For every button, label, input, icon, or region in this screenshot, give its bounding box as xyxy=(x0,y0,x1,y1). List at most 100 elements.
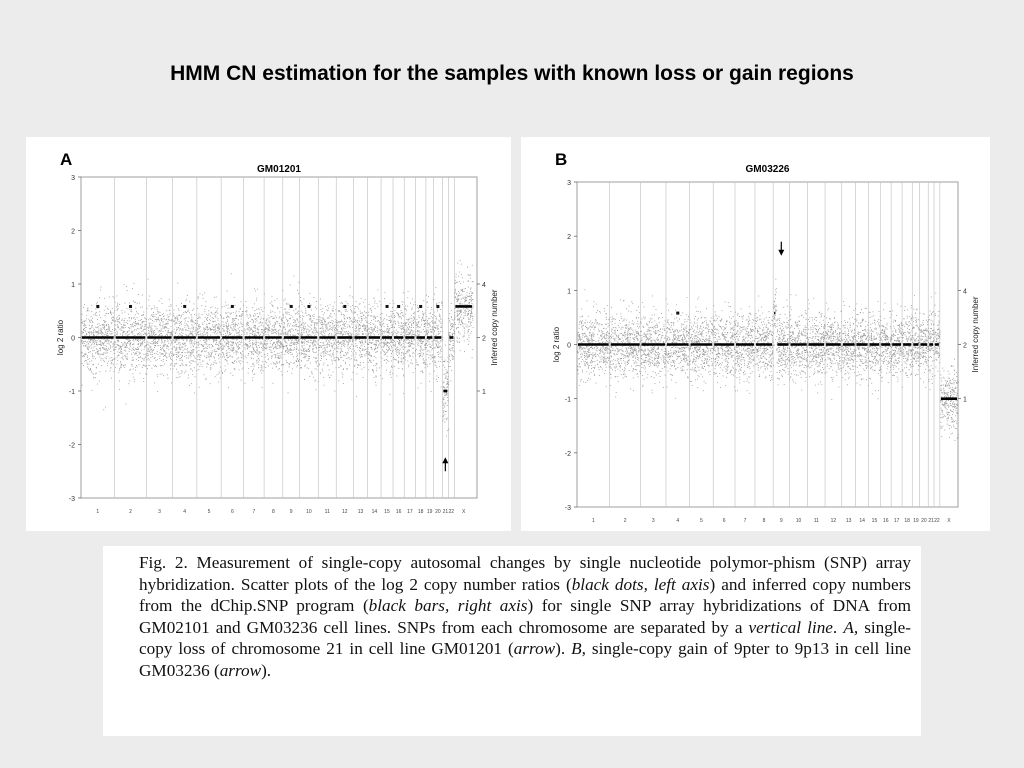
snp-dot xyxy=(274,341,276,343)
snp-dot xyxy=(242,361,244,363)
snp-dot xyxy=(170,348,172,350)
snp-dot xyxy=(184,343,186,345)
snp-dot xyxy=(219,340,221,342)
snp-dot xyxy=(141,328,142,330)
snp-dot xyxy=(299,324,301,326)
snp-dot xyxy=(192,325,194,327)
snp-dot xyxy=(173,309,175,311)
snp-dot xyxy=(383,338,384,340)
snp-dot xyxy=(335,336,337,338)
snp-dot xyxy=(232,323,234,325)
snp-dot xyxy=(120,328,122,330)
snp-dot xyxy=(278,340,280,342)
snp-dot xyxy=(405,339,407,341)
snp-dot xyxy=(256,331,258,333)
snp-dot xyxy=(375,357,377,359)
snp-dot xyxy=(105,334,107,336)
snp-dot xyxy=(294,322,296,324)
snp-dot xyxy=(178,373,180,375)
snp-dot xyxy=(397,351,399,353)
y2-tick-label: 2 xyxy=(482,336,486,343)
snp-dot xyxy=(279,360,281,362)
snp-dot xyxy=(171,334,173,335)
snp-dot xyxy=(395,342,397,344)
snp-dot xyxy=(215,324,217,326)
snp-dot xyxy=(407,345,409,347)
snp-dot xyxy=(117,321,118,323)
snp-dot xyxy=(118,348,120,350)
snp-dot xyxy=(308,358,310,360)
snp-dot xyxy=(347,342,349,344)
chromosome-label: 19 xyxy=(427,509,433,515)
snp-dot xyxy=(300,349,302,351)
snp-dot xyxy=(217,354,219,356)
snp-dot xyxy=(380,361,382,363)
snp-dot xyxy=(242,367,244,369)
snp-dot xyxy=(255,290,257,292)
snp-dot xyxy=(293,347,295,349)
snp-dot xyxy=(198,330,200,332)
snp-dot xyxy=(276,342,278,344)
snp-dot xyxy=(192,328,194,330)
snp-dot xyxy=(219,344,221,346)
snp-dot xyxy=(297,341,299,342)
snp-dot xyxy=(320,304,322,306)
snp-dot xyxy=(334,356,336,358)
snp-dot xyxy=(163,313,165,315)
snp-dot xyxy=(267,324,269,326)
snp-dot xyxy=(322,342,324,343)
snp-dot xyxy=(398,343,400,345)
snp-dot xyxy=(318,364,320,366)
snp-dot xyxy=(391,367,393,369)
snp-dot xyxy=(118,317,120,319)
snp-dot xyxy=(356,396,357,398)
snp-dot xyxy=(215,351,217,353)
snp-dot xyxy=(309,293,311,294)
snp-dot xyxy=(88,358,90,360)
snp-dot xyxy=(281,374,283,376)
snp-dot xyxy=(357,320,359,322)
snp-dot xyxy=(175,317,177,319)
snp-dot xyxy=(109,330,111,332)
snp-dot xyxy=(412,347,414,349)
snp-dot xyxy=(392,341,394,343)
snp-dot xyxy=(387,335,389,336)
snp-dot xyxy=(171,330,173,332)
snp-dot xyxy=(216,339,218,341)
snp-dot xyxy=(157,340,159,342)
snp-dot xyxy=(311,321,312,323)
snp-dot xyxy=(381,330,383,332)
snp-dot xyxy=(180,315,182,317)
snp-dot xyxy=(134,334,136,336)
snp-dot xyxy=(345,358,347,360)
snp-dot xyxy=(122,357,124,359)
snp-dot xyxy=(310,324,312,326)
snp-dot xyxy=(411,330,413,332)
snp-dot xyxy=(142,314,144,316)
snp-dot xyxy=(212,339,214,341)
snp-dot xyxy=(326,328,327,330)
snp-dot xyxy=(177,343,179,345)
snp-dot xyxy=(373,359,375,361)
snp-dot xyxy=(315,340,317,342)
snp-dot xyxy=(143,329,145,331)
snp-dot xyxy=(137,348,139,349)
snp-dot xyxy=(348,334,350,336)
snp-dot xyxy=(157,342,159,344)
snp-dot xyxy=(149,330,151,332)
snp-dot xyxy=(235,315,237,317)
snp-dot xyxy=(281,364,283,366)
snp-dot xyxy=(309,317,311,319)
snp-dot xyxy=(370,360,372,362)
snp-dot xyxy=(232,375,234,377)
snp-dot xyxy=(95,367,97,369)
snp-dot xyxy=(297,321,299,323)
snp-dot xyxy=(378,344,380,346)
snp-dot xyxy=(110,314,112,316)
snp-dot xyxy=(157,310,159,312)
snp-dot xyxy=(378,339,380,341)
snp-dot xyxy=(324,329,326,331)
snp-dot xyxy=(148,305,150,307)
snp-dot xyxy=(279,368,281,369)
snp-dot xyxy=(182,364,184,366)
